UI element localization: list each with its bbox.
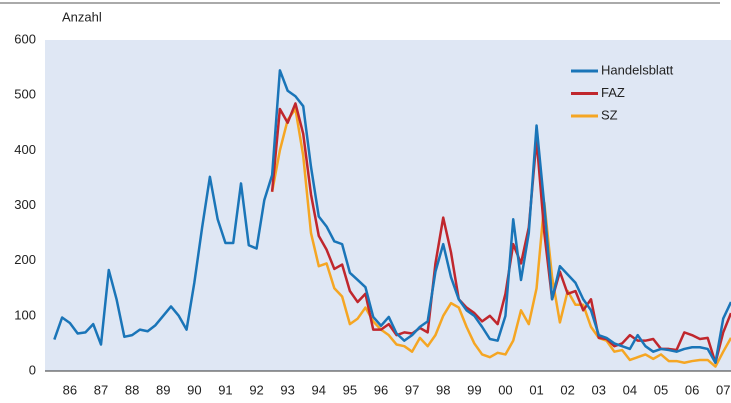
y-tick-label: 0 [29, 362, 36, 377]
x-tick-label: 89 [156, 382, 170, 397]
x-tick-label: 05 [654, 382, 668, 397]
x-tick-label: 93 [280, 382, 294, 397]
x-tick-label: 86 [63, 382, 77, 397]
x-tick-label: 90 [187, 382, 201, 397]
series-line [270, 102, 731, 364]
y-tick-label: 400 [14, 142, 36, 157]
y-tick-label: 600 [14, 31, 36, 46]
legend-label: SZ [601, 107, 618, 122]
x-tick-label: 99 [467, 382, 481, 397]
y-tick-label: 500 [14, 87, 36, 102]
x-tick-label: 03 [592, 382, 606, 397]
x-tick-label: 00 [498, 382, 512, 397]
series-line [270, 107, 731, 368]
y-tick-label: 100 [14, 307, 36, 322]
x-tick-label: 02 [560, 382, 574, 397]
legend-label: FAZ [601, 85, 625, 100]
x-tick-label: 94 [312, 382, 326, 397]
x-tick-label: 88 [125, 382, 139, 397]
x-tick-label: 98 [436, 382, 450, 397]
x-tick-label: 95 [343, 382, 357, 397]
x-tick-label: 01 [529, 382, 543, 397]
plot-area [45, 40, 731, 371]
x-tick-label: 06 [685, 382, 699, 397]
y-axis-label: Anzahl [62, 9, 102, 24]
x-tick-label: 07 [716, 382, 730, 397]
y-tick-label: 300 [14, 197, 36, 212]
x-tick-label: 04 [623, 382, 637, 397]
x-tick-label: 91 [218, 382, 232, 397]
x-tick-label: 87 [94, 382, 108, 397]
x-tick-label: 96 [374, 382, 388, 397]
x-tick-label: 92 [249, 382, 263, 397]
series-line [53, 69, 731, 364]
x-tick-label: 97 [405, 382, 419, 397]
legend-label: Handelsblatt [601, 62, 674, 77]
y-tick-label: 200 [14, 252, 36, 267]
